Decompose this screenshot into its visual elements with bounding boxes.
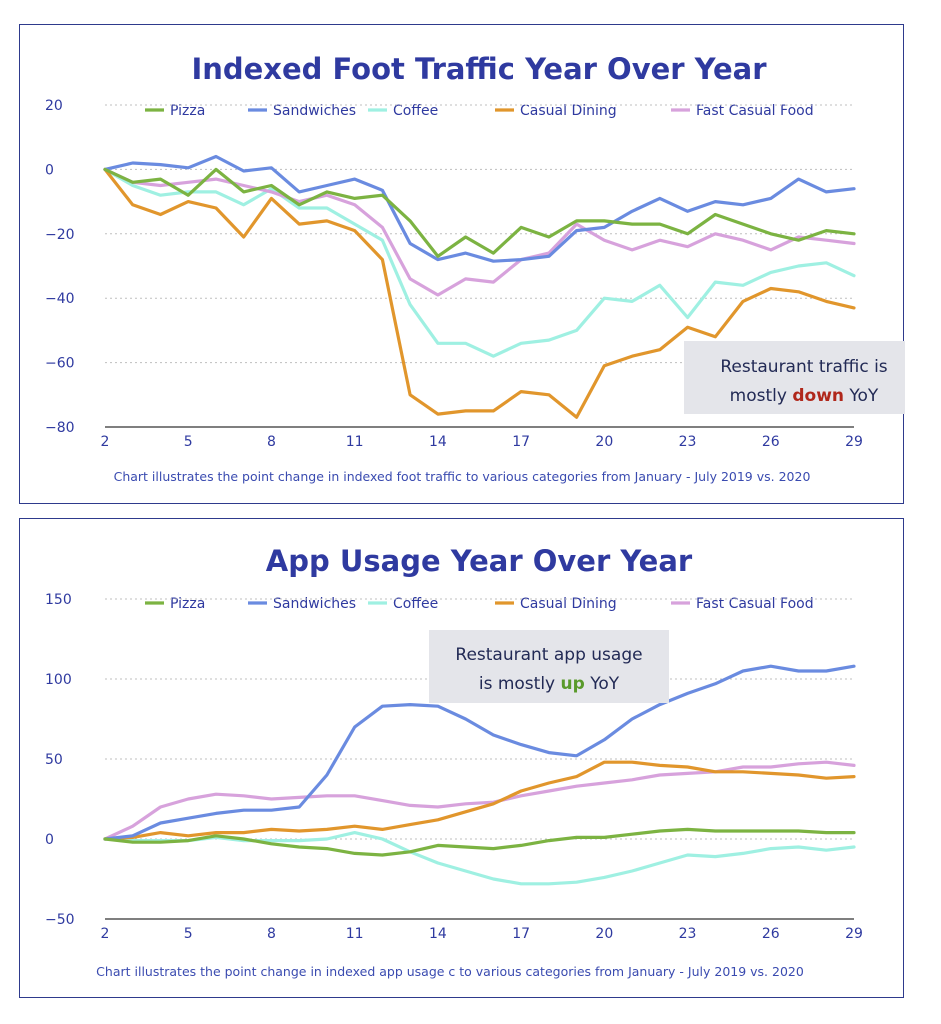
series-lines	[103, 664, 856, 886]
x-tick-label: 23	[679, 434, 697, 450]
series-lines	[103, 154, 856, 419]
chart-caption: Chart illustrates the point change in in…	[114, 469, 811, 484]
x-tick-label: 14	[429, 926, 447, 942]
x-tick-label: 29	[845, 926, 863, 942]
x-tick-label: 17	[512, 926, 530, 942]
legend-label: Fast Casual Food	[696, 596, 814, 612]
foot-traffic-chart: Indexed Foot Traffic Year Over Year Pizz…	[45, 52, 905, 484]
x-tick-label: 11	[346, 434, 364, 450]
x-tick-label: 11	[346, 926, 364, 942]
x-tick-label: 5	[184, 434, 193, 450]
gridlines	[105, 104, 854, 428]
y-tick-label: −50	[45, 912, 75, 928]
x-tick-label: 17	[512, 434, 530, 450]
x-tick-label: 26	[762, 434, 780, 450]
y-tick-label: −60	[45, 356, 75, 372]
y-tick-label: −20	[45, 227, 75, 243]
annotation-box	[429, 630, 669, 703]
series-line-sandwiches	[103, 154, 856, 263]
x-tick-label: 8	[267, 434, 276, 450]
legend-item-sandwiches: Sandwiches	[248, 103, 356, 119]
legend: Pizza Sandwiches Coffee Casual Dining Fast C…	[145, 596, 814, 612]
legend-label: Casual Dining	[520, 596, 617, 612]
axis-ticks: 150 100 50 0 −50 2 5 8 11 14 17 20 23 26 29	[45, 592, 863, 942]
legend-item-sandwiches: Sandwiches	[248, 596, 356, 612]
axis-ticks: 20 0 −20 −40 −60 −80 2 5 8 11 14 17 20 23 26 29	[45, 98, 863, 450]
legend-label: Coffee	[393, 103, 438, 119]
legend-label: Pizza	[170, 596, 205, 612]
legend-label: Sandwiches	[273, 596, 356, 612]
legend-item-pizza: Pizza	[145, 103, 205, 119]
y-tick-label: −80	[45, 420, 75, 436]
legend-item-fast-casual-food: Fast Casual Food	[671, 596, 814, 612]
annotation-callout: Restaurant traffic is mostly down YoY	[684, 341, 905, 414]
x-tick-label: 26	[762, 926, 780, 942]
legend-item-fast-casual-food: Fast Casual Food	[671, 103, 814, 119]
foot-traffic-chart-panel: Indexed Foot Traffic Year Over Year Pizz…	[19, 24, 905, 504]
legend-item-coffee: Coffee	[368, 103, 438, 119]
x-tick-label: 20	[595, 926, 613, 942]
series-line-pizza	[103, 827, 856, 857]
chart-title: Indexed Foot Traffic Year Over Year	[191, 52, 767, 86]
annotation-line-1: Restaurant traffic is	[720, 357, 887, 377]
annotation-emphasis: down	[792, 386, 844, 406]
annotation-line-2: is mostly up YoY	[479, 674, 620, 694]
legend-label: Coffee	[393, 596, 438, 612]
annotation-emphasis: up	[561, 674, 585, 694]
legend: Pizza Sandwiches Coffee Casual Dining Fast C…	[145, 103, 814, 119]
series-line-casual-dining	[103, 760, 856, 841]
app-usage-chart: App Usage Year Over Year Pizza Sandwiches…	[45, 544, 863, 979]
series-line-coffee	[103, 831, 856, 886]
series-line-coffee	[103, 167, 856, 358]
y-tick-label: 150	[45, 592, 72, 608]
x-tick-label: 2	[101, 926, 110, 942]
x-tick-label: 2	[101, 434, 110, 450]
x-tick-label: 14	[429, 434, 447, 450]
annotation-line-2: mostly down YoY	[730, 386, 879, 406]
series-line-pizza	[103, 167, 856, 258]
annotation-box	[684, 341, 905, 414]
chart-title: App Usage Year Over Year	[266, 544, 693, 578]
legend-item-pizza: Pizza	[145, 596, 205, 612]
annotation-line-1: Restaurant app usage	[455, 645, 642, 665]
chart-caption: Chart illustrates the point change in in…	[96, 964, 804, 979]
legend-item-coffee: Coffee	[368, 596, 438, 612]
series-line-sandwiches	[103, 664, 856, 841]
x-tick-label: 20	[595, 434, 613, 450]
x-tick-label: 8	[267, 926, 276, 942]
annotation-callout: Restaurant app usage is mostly up YoY	[429, 630, 669, 703]
legend-item-casual-dining: Casual Dining	[495, 596, 617, 612]
legend-label: Fast Casual Food	[696, 103, 814, 119]
x-tick-label: 5	[184, 926, 193, 942]
series-line-fast-casual-food	[103, 167, 856, 297]
legend-label: Pizza	[170, 103, 205, 119]
y-tick-label: 0	[45, 162, 54, 178]
y-tick-label: −40	[45, 291, 75, 307]
y-tick-label: 100	[45, 672, 72, 688]
legend-label: Casual Dining	[520, 103, 617, 119]
y-tick-label: 0	[45, 832, 54, 848]
app-usage-chart-panel: App Usage Year Over Year Pizza Sandwiches…	[19, 518, 904, 998]
gridlines	[105, 598, 854, 920]
series-line-fast-casual-food	[103, 760, 856, 841]
series-line-casual-dining	[103, 167, 856, 419]
y-tick-label: 50	[45, 752, 63, 768]
x-tick-label: 29	[845, 434, 863, 450]
legend-item-casual-dining: Casual Dining	[495, 103, 617, 119]
y-tick-label: 20	[45, 98, 63, 114]
x-tick-label: 23	[679, 926, 697, 942]
legend-label: Sandwiches	[273, 103, 356, 119]
